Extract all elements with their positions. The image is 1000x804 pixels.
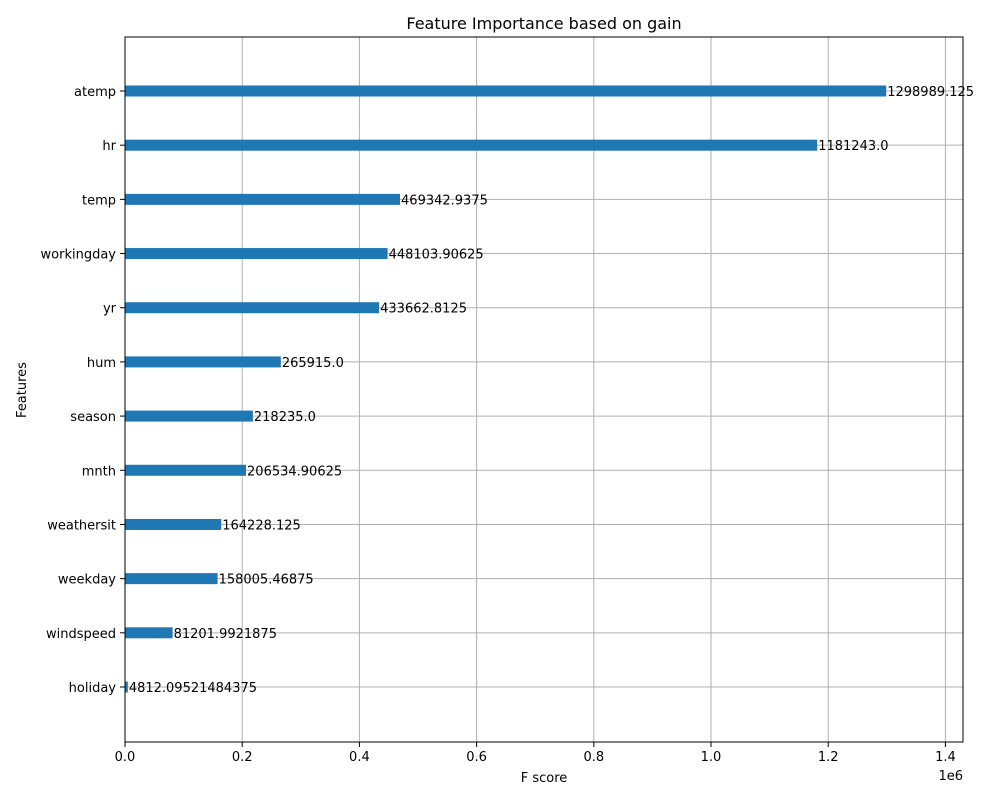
y-axis-label: Features: [15, 362, 30, 418]
bar-value-label: 469342.9375: [401, 193, 488, 208]
plot-frame: [124, 36, 964, 743]
bar-hr: [125, 139, 818, 151]
x-axis-scale-label: 1e6: [938, 769, 963, 784]
y-tick-label: holiday: [69, 681, 117, 696]
bar-value-label: 1298989.125: [887, 85, 974, 100]
bar-value-label: 433662.8125: [380, 302, 467, 317]
y-tick-label: mnth: [82, 464, 116, 479]
bar-season: [125, 410, 253, 422]
bar-value-label: 448103.90625: [389, 248, 484, 263]
y-tick-label: hr: [102, 139, 116, 154]
bar-hum: [125, 356, 281, 368]
x-tick-label: 1.4: [935, 750, 956, 765]
bar-value-label: 4812.09521484375: [129, 681, 257, 696]
bar-workingday: [125, 248, 388, 260]
bar-holiday: [125, 681, 128, 693]
y-tick-label: season: [70, 410, 116, 425]
tick-layer: 0.0 0.2 0.4 0.6 0.8 1.0 1.2 1.4 atemp hr temp worki…: [41, 85, 956, 765]
bar-weekday: [125, 573, 218, 585]
y-tick-label: workingday: [41, 248, 117, 263]
bar-value-label: 1181243.0: [818, 139, 888, 154]
bar-value-label: 158005.46875: [219, 573, 314, 588]
y-tick-label: temp: [82, 193, 116, 208]
y-tick-label: weathersit: [47, 518, 116, 533]
x-tick-label: 0.2: [232, 750, 253, 765]
bar-value-label: 265915.0: [282, 356, 344, 371]
bar-value-label: 164228.125: [222, 518, 301, 533]
bar-yr: [125, 302, 380, 314]
bar-value-label: 206534.90625: [247, 464, 342, 479]
x-axis-label: F score: [521, 771, 568, 786]
x-tick-label: 0.8: [583, 750, 604, 765]
x-tick-label: 0.6: [466, 750, 487, 765]
y-tick-label: hum: [87, 356, 116, 371]
bar-value-label: 218235.0: [254, 410, 316, 425]
bar-weathersit: [125, 518, 222, 530]
x-tick-label: 0.4: [349, 750, 370, 765]
y-tick-label: atemp: [74, 85, 116, 100]
chart-title: Feature Importance based on gain: [406, 14, 681, 33]
x-tick-label: 1.2: [818, 750, 839, 765]
bar-mnth: [125, 464, 247, 476]
bar-temp: [125, 193, 401, 205]
y-tick-label: weekday: [58, 573, 116, 588]
bar-layer: [125, 85, 887, 693]
bar-value-label: 81201.9921875: [174, 627, 277, 642]
x-tick-label: 0.0: [115, 750, 136, 765]
label-layer: 1298989.125 1181243.0 469342.9375 448103.90…: [129, 85, 974, 696]
y-tick-label: yr: [103, 302, 117, 317]
y-tick-label: windspeed: [46, 627, 116, 642]
bar-windspeed: [125, 627, 173, 639]
bar-atemp: [125, 85, 887, 97]
x-tick-label: 1.0: [701, 750, 722, 765]
